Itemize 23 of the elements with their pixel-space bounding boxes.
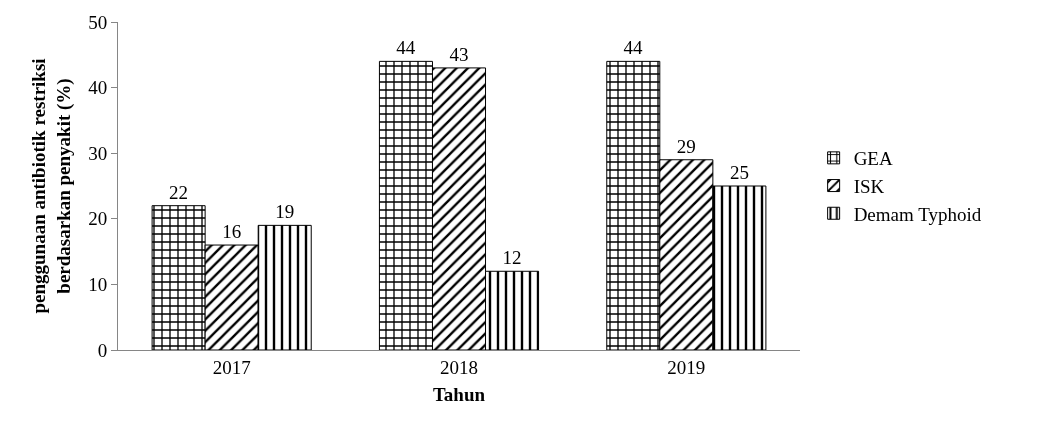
y-tick-label: 20 xyxy=(88,208,108,230)
data-label: 19 xyxy=(275,201,295,223)
y-tick-label: 10 xyxy=(88,274,108,296)
data-label: 25 xyxy=(729,162,749,183)
data-label: 22 xyxy=(169,181,189,203)
data-label: 44 xyxy=(396,37,416,59)
data-label: 44 xyxy=(623,37,644,59)
text: GEA xyxy=(853,148,893,170)
data-label: 43 xyxy=(449,43,469,65)
text: Demam Typhoid xyxy=(853,203,982,225)
x-axis-title: Tahun xyxy=(432,383,486,405)
y-tick-label: 50 xyxy=(88,11,108,33)
text: ISK xyxy=(853,175,885,197)
data-label: 16 xyxy=(222,221,242,243)
y-tick-label: 30 xyxy=(88,142,108,164)
data-label: 12 xyxy=(502,247,522,269)
y-tick-label: 0 xyxy=(97,339,108,361)
y-tick-label: 40 xyxy=(88,77,108,99)
x-tick-label: 2019 xyxy=(667,356,706,378)
x-tick-label: 2017 xyxy=(212,356,251,378)
x-tick-label: 2018 xyxy=(440,356,478,378)
data-label: 29 xyxy=(676,135,696,157)
y-axis-title: penggunaan antibiotik restriksi berdasarkan penyakit (%) xyxy=(28,58,76,314)
